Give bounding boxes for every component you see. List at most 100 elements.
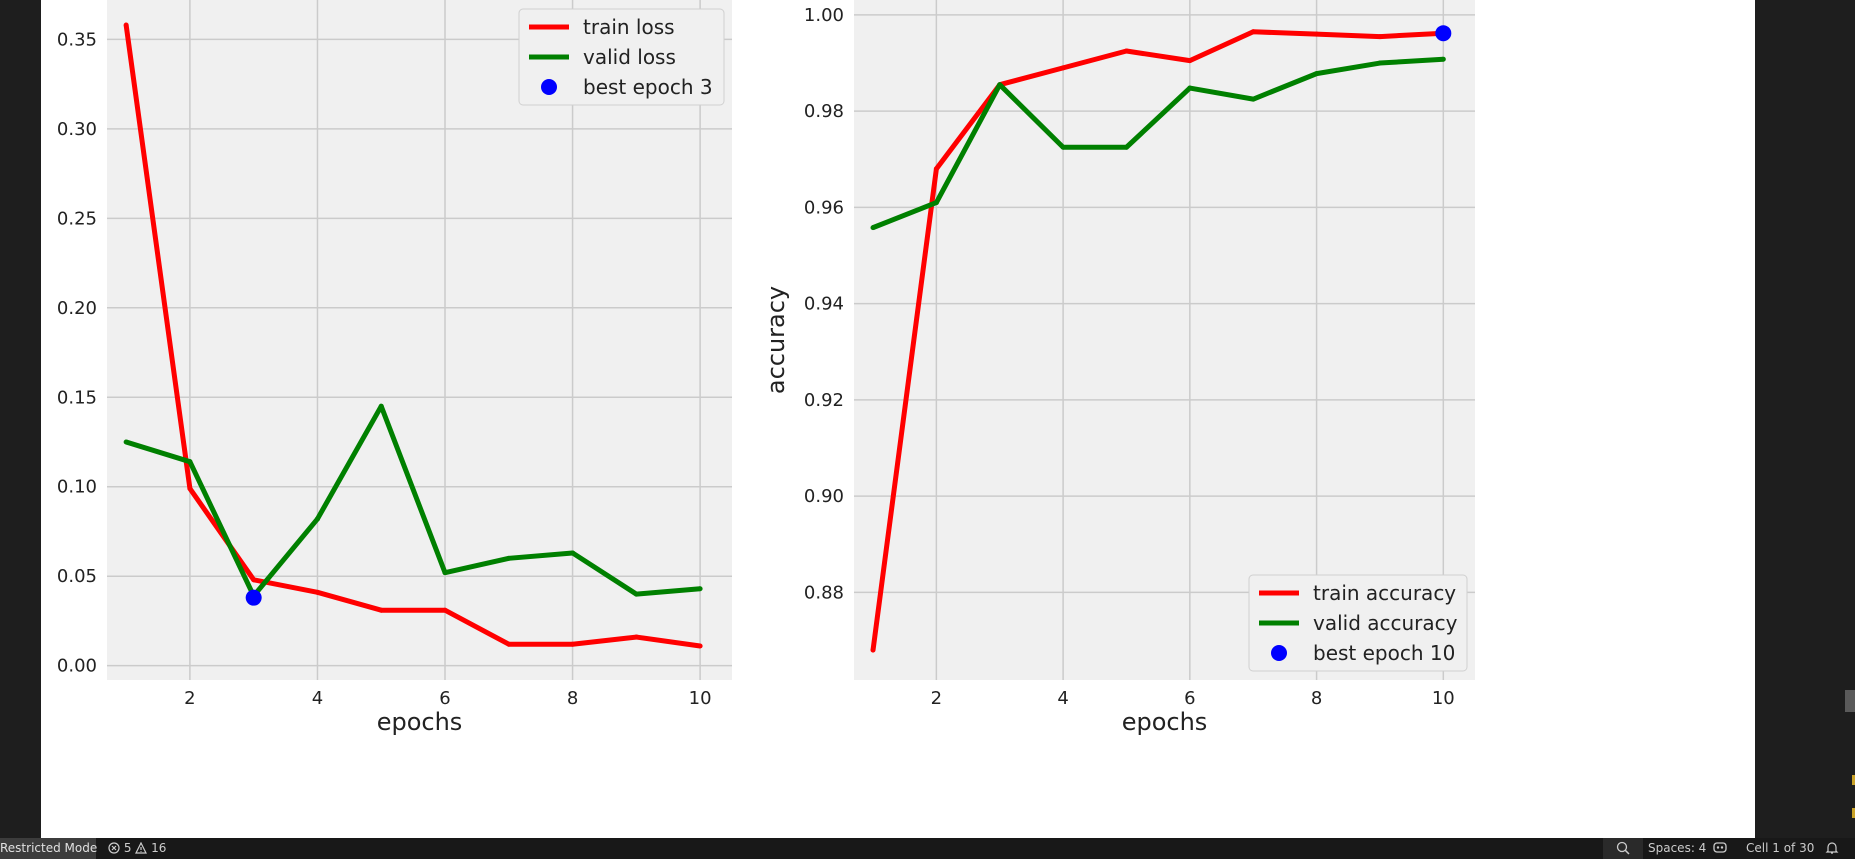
legend-label: best epoch 3 [583, 75, 713, 99]
y-tick-label: 0.92 [804, 390, 844, 411]
data-point-train-loss [187, 486, 193, 492]
legend-label: valid accuracy [1313, 611, 1458, 635]
error-icon [108, 842, 120, 854]
y-tick-label: 0.30 [57, 119, 97, 140]
data-point-train-loss [314, 589, 320, 595]
data-point-train-loss [251, 577, 257, 583]
data-point-train-accuracy [1377, 34, 1383, 40]
data-point-train-accuracy [1123, 48, 1129, 54]
data-point-train-loss [506, 641, 512, 647]
notifications-button[interactable] [1825, 838, 1839, 859]
problems-indicator[interactable]: 5 16 [108, 838, 166, 859]
x-tick-label: 8 [567, 688, 578, 709]
zoom-button[interactable] [1603, 838, 1643, 859]
data-point-valid-loss [506, 555, 512, 561]
chart-panel-1: 0.00 0.05 0.10 0.15 0.20 0.25 0.30 0.35 2 4 6 8 10 ep… [41, 0, 732, 736]
x-tick-label: 4 [312, 688, 323, 709]
plot-background [107, 0, 732, 680]
y-tick-label: 1.00 [804, 5, 844, 26]
x-tick-label: 6 [1184, 688, 1195, 709]
data-point-valid-accuracy [1250, 96, 1256, 102]
y-tick-label: 0.00 [57, 656, 97, 677]
y-tick-label: 0.35 [57, 29, 97, 50]
data-point-valid-accuracy [1123, 144, 1129, 150]
y-tick-label: 0.94 [804, 294, 844, 315]
copilot-button[interactable] [1712, 838, 1728, 859]
x-tick-label: 2 [931, 688, 942, 709]
data-point-valid-accuracy [997, 82, 1003, 88]
training-curves-figure: 0.00 0.05 0.10 0.15 0.20 0.25 0.30 0.35 2 4 6 8 10 ep… [41, 0, 1475, 736]
x-axis-label: epochs [377, 708, 463, 736]
y-tick-label: 0.98 [804, 101, 844, 122]
restricted-mode-indicator[interactable]: Restricted Mode [0, 838, 97, 859]
data-point-train-loss [633, 634, 639, 640]
series-line-valid-accuracy [872, 56, 1444, 230]
x-tick-label: 6 [439, 688, 450, 709]
legend-swatch [1271, 645, 1287, 661]
data-point-train-loss [697, 643, 703, 649]
data-point-valid-loss [314, 516, 320, 522]
data-point-valid-loss [697, 586, 703, 592]
y-tick-label: 0.05 [57, 566, 97, 587]
data-point-valid-accuracy [1377, 60, 1383, 66]
zoom-icon [1616, 841, 1630, 855]
status-bar: Restricted Mode 5 16 Spaces: 4 Cell 1 of… [0, 838, 1855, 859]
data-point-train-loss [570, 641, 576, 647]
warning-icon [135, 841, 148, 854]
x-tick-label: 10 [689, 688, 712, 709]
data-point-valid-loss [378, 403, 384, 409]
y-axis-label: accuracy [762, 286, 790, 394]
bell-icon [1825, 842, 1839, 854]
y-tick-label: 0.20 [57, 298, 97, 319]
warning-count: 16 [151, 841, 167, 855]
editor-left-gutter [0, 0, 41, 838]
legend-label: valid loss [583, 45, 676, 69]
notebook-output-figure: 0.00 0.05 0.10 0.15 0.20 0.25 0.30 0.35 2 4 6 8 10 ep… [41, 0, 1755, 838]
data-point-valid-loss [187, 459, 193, 465]
y-tick-label: 0.90 [804, 486, 844, 507]
data-point-train-accuracy [933, 166, 939, 172]
copilot-icon [1713, 842, 1727, 853]
y-axis-label: loss [41, 317, 43, 363]
data-point-train-accuracy [1250, 29, 1256, 35]
legend: train loss valid loss best epoch 3 [518, 8, 725, 106]
x-tick-label: 10 [1432, 688, 1455, 709]
data-point-valid-accuracy [1060, 144, 1066, 150]
x-tick-label: 2 [184, 688, 195, 709]
data-point-valid-accuracy [933, 200, 939, 206]
data-point-train-accuracy [1060, 65, 1066, 71]
data-point-train-loss [123, 22, 129, 28]
legend-box [1248, 574, 1468, 672]
chart-panel-2: 0.88 0.90 0.92 0.94 0.96 0.98 1.00 2 4 6 8 10 epochs… [762, 0, 1475, 736]
legend-box [518, 8, 725, 106]
y-tick-label: 0.15 [57, 387, 97, 408]
y-tick-label: 0.10 [57, 477, 97, 498]
data-point-train-loss [378, 607, 384, 613]
y-tick-label: 0.96 [804, 197, 844, 218]
data-point-valid-accuracy [1314, 71, 1320, 77]
overview-ruler-thumb[interactable] [1845, 690, 1855, 712]
x-tick-label: 4 [1057, 688, 1068, 709]
x-tick-label: 8 [1311, 688, 1322, 709]
y-tick-label: 0.25 [57, 208, 97, 229]
data-point-valid-accuracy [1187, 85, 1193, 91]
data-point-train-accuracy [870, 647, 876, 653]
series-line-valid-loss [125, 403, 701, 599]
editor-right-gutter [1755, 0, 1855, 838]
x-axis-label: epochs [1122, 708, 1208, 736]
legend-label: train accuracy [1313, 581, 1456, 605]
best-epoch-marker [1435, 25, 1452, 42]
best-epoch-marker [245, 589, 262, 606]
error-count: 5 [123, 841, 132, 855]
data-point-valid-loss [442, 570, 448, 576]
series-line-train-accuracy [870, 29, 1444, 651]
legend: train accuracy valid accuracy best epoch 1… [1248, 574, 1468, 672]
overview-ruler-mark [1852, 775, 1855, 785]
legend-label: best epoch 10 [1313, 641, 1455, 665]
data-point-valid-accuracy [1440, 56, 1446, 62]
cell-position-indicator[interactable]: Cell 1 of 30 [1746, 841, 1815, 855]
data-point-train-accuracy [1314, 31, 1320, 37]
y-tick-label: 0.88 [804, 582, 844, 603]
data-point-valid-loss [123, 439, 129, 445]
indentation-indicator[interactable]: Spaces: 4 [1648, 841, 1707, 855]
